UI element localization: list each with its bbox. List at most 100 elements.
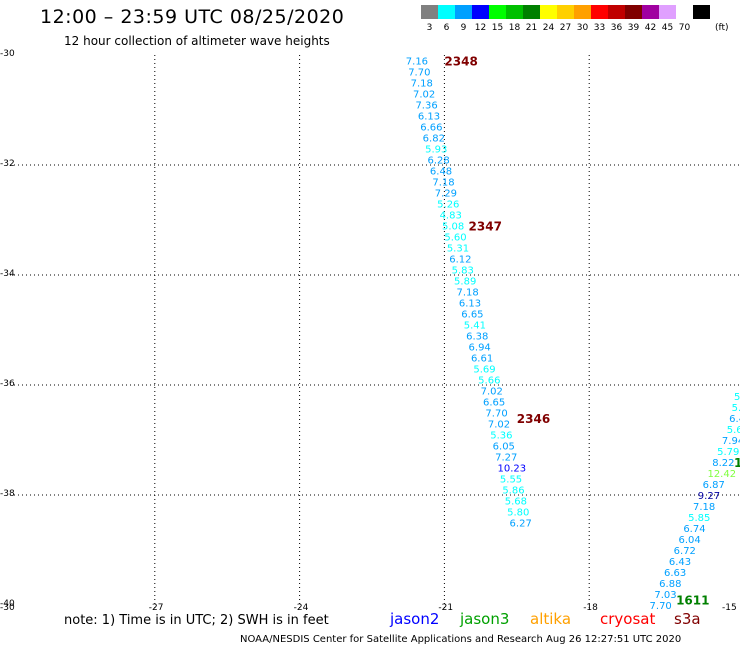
swh-value: 7.36 — [415, 101, 437, 112]
swh-value: 4.83 — [440, 211, 462, 222]
legend-swatch — [557, 5, 574, 19]
note-text: note: 1) Time is in UTC; 2) SWH is in fe… — [64, 613, 329, 628]
lon-tick-label: -24 — [293, 603, 309, 613]
legend-swatch — [472, 5, 489, 19]
time-label: 2348 — [444, 55, 477, 69]
swh-value: 5.89 — [454, 277, 476, 288]
swh-value: 5. — [732, 403, 740, 414]
page-title: 12:00 – 23:59 UTC 08/25/2020 — [40, 6, 345, 28]
swh-value: 6.12 — [449, 255, 471, 266]
swh-value: 7.29 — [435, 189, 457, 200]
swh-value: 7.70 — [650, 601, 672, 610]
time-label: 1 — [734, 456, 740, 470]
lat-tick-label: -40 — [0, 599, 15, 609]
legend-swatch — [591, 5, 608, 19]
swh-value: 6.88 — [659, 579, 681, 590]
swh-value: 5.85 — [688, 513, 710, 524]
swh-value: 7.02 — [488, 420, 510, 431]
swh-value: 5.68 — [505, 497, 527, 508]
legend-label: 39 — [627, 23, 640, 33]
satellite-altika: altika — [530, 610, 572, 628]
legend-label: 36 — [610, 23, 623, 33]
swh-value: 7.16 — [406, 57, 428, 68]
swh-value: 5.26 — [437, 200, 459, 211]
swh-value: 6.61 — [471, 354, 493, 365]
satellite-cryosat: cryosat — [600, 610, 656, 628]
swh-value: 5.55 — [500, 475, 522, 486]
legend-label: 21 — [525, 23, 538, 33]
lat-tick-label: -36 — [0, 379, 15, 389]
swh-value: 8.22 — [712, 458, 734, 469]
legend-label: 6 — [443, 23, 450, 33]
lon-tick-label: -21 — [438, 603, 454, 613]
legend-swatch — [506, 5, 523, 19]
legend-swatch — [659, 5, 676, 19]
swh-value: 9.27 — [698, 491, 720, 502]
swh-value: 5.86 — [502, 486, 524, 497]
swh-value: 6.65 — [461, 310, 483, 321]
swh-value: 7.02 — [413, 90, 435, 101]
legend-label: 18 — [508, 23, 521, 33]
swh-value: 10.23 — [497, 464, 526, 475]
lon-tick-label: -27 — [148, 603, 164, 613]
swh-value: 5.67 — [727, 425, 740, 436]
swh-value: 7.03 — [654, 590, 676, 601]
swh-value: 6.63 — [664, 568, 686, 579]
legend-label: 45 — [661, 23, 674, 33]
legend-label: 12 — [474, 23, 487, 33]
legend-swatch — [455, 5, 472, 19]
swh-value: 6.82 — [423, 134, 445, 145]
swh-value: 7.18 — [432, 178, 454, 189]
time-label: 1611 — [676, 594, 709, 608]
swh-value: 6.38 — [466, 332, 488, 343]
swh-value: 6.72 — [674, 546, 696, 557]
legend-swatch — [625, 5, 642, 19]
swh-value: 7.18 — [693, 502, 715, 513]
swh-value: 7.70 — [408, 68, 430, 79]
lat-tick-label: -30 — [0, 49, 15, 59]
swh-value: 6.05 — [493, 442, 515, 453]
lat-tick-label: -34 — [0, 269, 15, 279]
swh-value: 5.79 — [717, 447, 739, 458]
legend-label: 24 — [542, 23, 555, 33]
swh-value: 6.04 — [678, 535, 700, 546]
lon-tick-label: -30 — [0, 603, 15, 613]
swh-value: 7.70 — [485, 409, 507, 420]
swh-value: 6.4 — [729, 414, 740, 425]
swh-value: 5.83 — [452, 266, 474, 277]
swh-value: 6.13 — [418, 112, 440, 123]
legend-label: 9 — [460, 23, 467, 33]
swh-value: 6.87 — [703, 480, 725, 491]
swh-value: 5.66 — [478, 376, 500, 387]
swh-value: 7.02 — [481, 387, 503, 398]
swh-value: 6.48 — [430, 167, 452, 178]
swh-value: 5.80 — [507, 508, 529, 519]
legend-swatch — [438, 5, 455, 19]
swh-value: 6.43 — [669, 557, 691, 568]
swh-value: 6.66 — [420, 123, 442, 134]
legend-swatch — [421, 5, 438, 19]
time-label: 2347 — [469, 220, 502, 234]
swh-value: 7.94 — [722, 436, 740, 447]
swh-value: 7.27 — [495, 453, 517, 464]
legend-label: 70 — [678, 23, 691, 33]
altimeter-map: 7.16 7.70 7.18 7.02 7.36 6.13 6.66 6.82 5.93 6.28… — [10, 55, 740, 623]
lon-tick-label: -18 — [583, 603, 598, 613]
swh-value: 6.27 — [510, 519, 532, 530]
swh-value: 5.60 — [444, 233, 466, 244]
satellite-jason2: jason2 — [390, 610, 440, 628]
swh-value: 6.65 — [483, 398, 505, 409]
legend-label: 30 — [576, 23, 589, 33]
legend-unit: (ft) — [715, 23, 729, 33]
swh-value: 6.28 — [428, 156, 450, 167]
lat-tick-label: -38 — [0, 489, 15, 499]
legend-swatch — [693, 5, 710, 19]
legend-swatch — [489, 5, 506, 19]
legend-swatch — [676, 5, 693, 19]
swh-value: 6.94 — [469, 343, 491, 354]
swh-value: 6.13 — [459, 299, 481, 310]
legend-label: 42 — [644, 23, 657, 33]
lon-tick-label: -15 — [722, 603, 737, 613]
swh-value: 5.31 — [447, 244, 469, 255]
legend-label: 33 — [593, 23, 606, 33]
